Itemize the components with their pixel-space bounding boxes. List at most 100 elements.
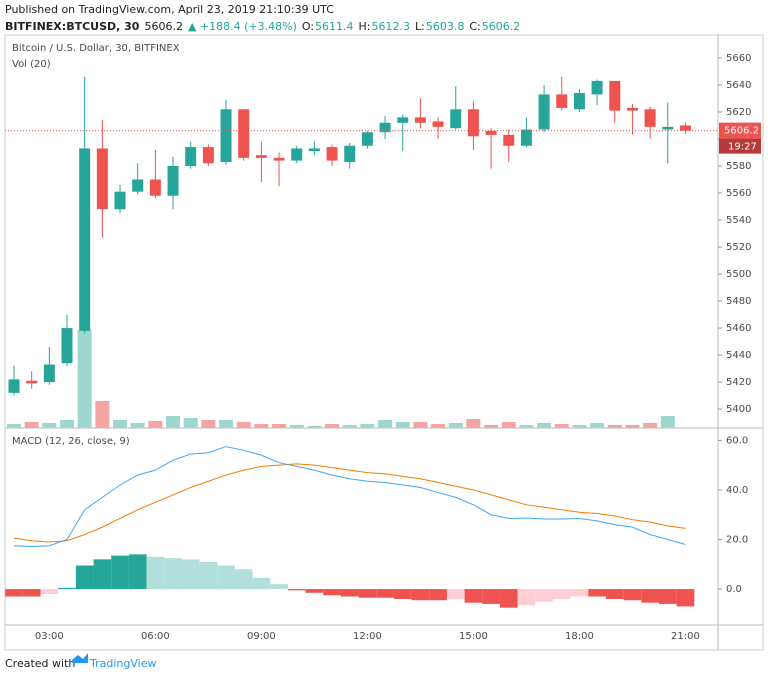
plot: 5400 5420 5440 5460 5480 5500 5520 5540 5560 5580… bbox=[5, 53, 761, 642]
candle-body bbox=[326, 147, 338, 161]
histogram-bar bbox=[164, 558, 182, 590]
candle-body bbox=[538, 94, 550, 130]
volume-bar bbox=[590, 423, 605, 428]
y-tick-label: 20.0 bbox=[726, 535, 748, 546]
histogram-bar bbox=[199, 561, 218, 590]
histogram-bar bbox=[588, 589, 606, 597]
histogram-bar bbox=[58, 587, 76, 590]
volume-bar bbox=[395, 422, 410, 428]
candle-body bbox=[255, 155, 267, 158]
x-tick-label: 12:00 bbox=[353, 631, 382, 642]
volume-bar bbox=[572, 425, 587, 428]
histogram-bar bbox=[676, 589, 695, 607]
close: 5606.2 bbox=[482, 20, 521, 33]
signal-line bbox=[13, 463, 686, 543]
volume-bar bbox=[95, 401, 110, 428]
histogram-bar bbox=[393, 589, 412, 599]
candle-body bbox=[308, 148, 320, 152]
volume-bar bbox=[113, 420, 128, 428]
candle-body bbox=[609, 80, 621, 111]
y-tick-label: 5460 bbox=[726, 323, 751, 334]
histogram-bar bbox=[411, 589, 430, 601]
candle-body bbox=[485, 130, 497, 135]
candle-body bbox=[679, 125, 691, 131]
histogram-bar bbox=[429, 589, 447, 601]
candle-body bbox=[43, 364, 55, 383]
candle-body bbox=[573, 93, 585, 110]
candle-body bbox=[61, 328, 73, 364]
volume-bar bbox=[60, 420, 75, 428]
volume-bar bbox=[607, 425, 622, 428]
histogram-bar bbox=[641, 589, 659, 603]
y-tick-label: 60.0 bbox=[726, 435, 748, 446]
histogram-bar bbox=[446, 589, 465, 599]
volume-bar bbox=[378, 420, 393, 428]
histogram-bar bbox=[75, 565, 94, 590]
histogram-bar bbox=[535, 589, 553, 602]
candle-body bbox=[397, 117, 409, 123]
low: 5603.8 bbox=[426, 20, 465, 33]
l-label: L: bbox=[415, 20, 425, 33]
y-tick-label: 5440 bbox=[726, 350, 751, 361]
histogram-bar bbox=[287, 589, 306, 591]
histogram-bar bbox=[570, 589, 589, 597]
histogram-bar bbox=[658, 589, 677, 604]
volume-bar bbox=[360, 424, 375, 428]
candle-body bbox=[26, 380, 38, 384]
candle-body bbox=[556, 94, 568, 108]
y-tick-label: 5540 bbox=[726, 215, 751, 226]
candle-body bbox=[185, 147, 197, 166]
histogram-bar bbox=[5, 589, 23, 597]
histogram-bar bbox=[234, 569, 253, 590]
volume-bar bbox=[307, 426, 322, 428]
y-tick-label: 5660 bbox=[726, 53, 751, 64]
volume-bar bbox=[431, 424, 446, 428]
x-tick-label: 03:00 bbox=[35, 631, 64, 642]
price: 5606.2 bbox=[144, 20, 183, 33]
candle-body bbox=[79, 148, 91, 331]
h-label: H: bbox=[359, 20, 371, 33]
candle-body bbox=[361, 132, 373, 146]
candle-body bbox=[273, 157, 285, 161]
volume-bar bbox=[554, 424, 569, 428]
x-tick-label: 09:00 bbox=[247, 631, 276, 642]
y-tick-label: 5480 bbox=[726, 296, 751, 307]
candle-body bbox=[344, 145, 356, 162]
candle-body bbox=[644, 109, 656, 127]
macd-line bbox=[13, 446, 686, 547]
candle-body bbox=[8, 379, 20, 393]
volume-bar bbox=[42, 423, 57, 428]
candle-body bbox=[662, 126, 674, 130]
histogram-bar bbox=[376, 589, 394, 598]
y-tick-label: 5500 bbox=[726, 269, 751, 280]
symbol-line: BITFINEX:BTCUSD, 30 5606.2 ▲ +188.4 (+3.… bbox=[5, 20, 520, 33]
candle-body bbox=[220, 109, 232, 162]
histogram-bar bbox=[181, 559, 200, 590]
y-tick-label: 5620 bbox=[726, 107, 751, 118]
volume-bar bbox=[289, 425, 304, 428]
o-label: O: bbox=[302, 20, 314, 33]
y-tick-label: 5640 bbox=[726, 80, 751, 91]
histogram-bar bbox=[217, 565, 235, 590]
candle-body bbox=[520, 129, 532, 146]
histogram-bar bbox=[358, 589, 377, 598]
x-tick-label: 21:00 bbox=[671, 631, 700, 642]
brand: TradingView bbox=[89, 657, 156, 670]
histogram-bar bbox=[40, 589, 59, 595]
histogram-bar bbox=[93, 559, 112, 590]
volume-bar bbox=[466, 419, 481, 428]
volume-bar bbox=[342, 425, 357, 428]
macd-title: MACD (12, 26, close, 9) bbox=[12, 436, 130, 447]
volume-title: Vol (20) bbox=[12, 59, 51, 70]
candle-body bbox=[503, 134, 515, 146]
volume-bar bbox=[254, 424, 269, 428]
candle-body bbox=[149, 179, 161, 196]
volume-bar bbox=[625, 425, 640, 428]
x-tick-label: 15:00 bbox=[459, 631, 488, 642]
countdown: 19:27 bbox=[728, 142, 757, 153]
histogram-bar bbox=[22, 589, 41, 597]
y-tick-label: 5520 bbox=[726, 242, 751, 253]
volume-bar bbox=[201, 420, 216, 428]
histogram-bar bbox=[323, 589, 341, 596]
